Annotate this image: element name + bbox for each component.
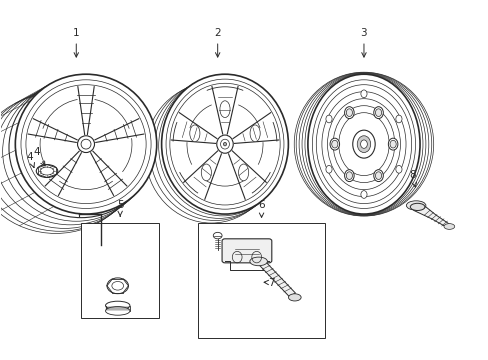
Text: 8: 8 bbox=[408, 170, 416, 187]
Ellipse shape bbox=[325, 115, 331, 123]
Text: 1: 1 bbox=[73, 28, 80, 57]
Ellipse shape bbox=[387, 138, 397, 150]
Ellipse shape bbox=[395, 166, 401, 173]
Ellipse shape bbox=[352, 130, 374, 158]
Text: 2: 2 bbox=[214, 28, 221, 57]
Ellipse shape bbox=[21, 80, 151, 208]
Ellipse shape bbox=[331, 140, 337, 148]
Ellipse shape bbox=[26, 85, 146, 203]
Ellipse shape bbox=[406, 201, 425, 210]
Text: 4: 4 bbox=[33, 147, 45, 166]
Ellipse shape bbox=[189, 125, 200, 142]
Ellipse shape bbox=[201, 164, 211, 181]
Ellipse shape bbox=[360, 90, 366, 98]
Ellipse shape bbox=[443, 224, 454, 229]
Ellipse shape bbox=[344, 170, 353, 181]
Ellipse shape bbox=[223, 143, 226, 146]
Ellipse shape bbox=[288, 294, 301, 301]
Ellipse shape bbox=[389, 140, 395, 148]
Ellipse shape bbox=[249, 125, 260, 142]
Text: 4: 4 bbox=[26, 152, 35, 167]
Ellipse shape bbox=[166, 79, 284, 209]
Ellipse shape bbox=[325, 166, 331, 173]
Text: 5: 5 bbox=[117, 201, 123, 216]
Ellipse shape bbox=[78, 136, 94, 153]
Text: 6: 6 bbox=[258, 201, 264, 217]
Ellipse shape bbox=[360, 191, 366, 198]
Ellipse shape bbox=[409, 203, 424, 211]
Ellipse shape bbox=[36, 165, 58, 177]
Ellipse shape bbox=[105, 307, 130, 315]
Ellipse shape bbox=[395, 115, 401, 123]
Ellipse shape bbox=[373, 170, 383, 181]
Ellipse shape bbox=[329, 138, 339, 150]
Ellipse shape bbox=[344, 107, 353, 118]
Ellipse shape bbox=[238, 164, 248, 181]
Ellipse shape bbox=[357, 136, 370, 153]
Ellipse shape bbox=[375, 109, 381, 117]
Ellipse shape bbox=[307, 74, 419, 214]
Text: 3: 3 bbox=[360, 28, 366, 57]
Ellipse shape bbox=[107, 278, 128, 294]
Text: 7: 7 bbox=[264, 278, 274, 288]
FancyBboxPatch shape bbox=[222, 239, 271, 263]
Ellipse shape bbox=[15, 74, 157, 214]
Ellipse shape bbox=[213, 232, 222, 239]
Ellipse shape bbox=[346, 109, 352, 117]
Polygon shape bbox=[258, 261, 295, 296]
Ellipse shape bbox=[216, 135, 233, 153]
Bar bbox=[81, 223, 159, 318]
Ellipse shape bbox=[220, 101, 229, 118]
Ellipse shape bbox=[105, 301, 130, 310]
Bar bbox=[198, 223, 325, 338]
Ellipse shape bbox=[360, 140, 366, 148]
Ellipse shape bbox=[373, 107, 383, 118]
Ellipse shape bbox=[169, 83, 280, 205]
Ellipse shape bbox=[346, 172, 352, 180]
Polygon shape bbox=[413, 203, 450, 228]
Ellipse shape bbox=[249, 257, 267, 266]
Ellipse shape bbox=[81, 139, 91, 149]
Ellipse shape bbox=[220, 139, 229, 149]
Ellipse shape bbox=[375, 172, 381, 180]
Ellipse shape bbox=[161, 74, 288, 214]
